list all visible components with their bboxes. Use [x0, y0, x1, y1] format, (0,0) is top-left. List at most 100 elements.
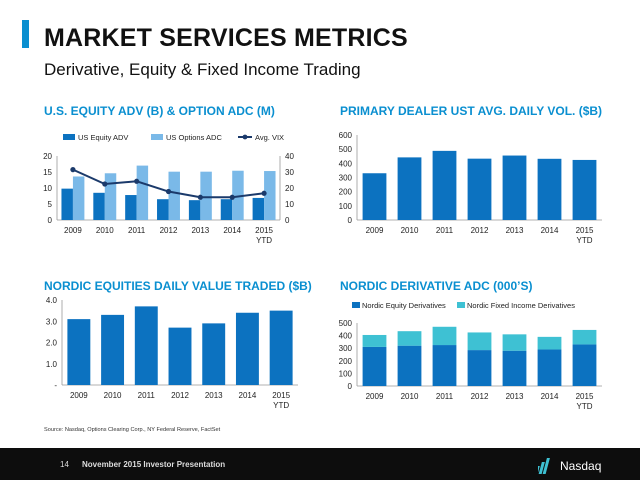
tr-y-tick-label: 500: [339, 145, 353, 154]
logo-wordmark: Nasdaq: [560, 459, 601, 473]
tl-y2-y-tick-label: 40: [285, 152, 294, 161]
br-legend-swatch-equity: [352, 302, 360, 308]
tr-y-tick-label: 0: [348, 216, 353, 225]
br-x-tick-label: 2012: [471, 392, 489, 401]
br-x-tick-label: 2013: [506, 392, 524, 401]
tl-y-tick-label: 10: [43, 184, 52, 193]
bl-bar: [134, 306, 158, 385]
tl-y2-y-tick-label: 30: [285, 168, 294, 177]
tl-y-tick-label: 5: [48, 200, 53, 209]
tl-options-adc-bar: [136, 165, 149, 220]
bl-y-tick-label: 4.0: [46, 296, 58, 305]
tr-bar: [362, 173, 387, 220]
br-legend-label: Nordic Fixed Income Derivatives: [467, 301, 575, 310]
br-fixed-income-derivatives-bar: [467, 332, 492, 351]
tl-vix-point: [261, 190, 267, 196]
bl-y-tick-label: 2.0: [46, 339, 58, 348]
bl-bar: [67, 319, 91, 385]
bl-bar: [202, 323, 226, 385]
bl-bar: [101, 314, 125, 385]
tl-options-adc-bar: [104, 173, 117, 220]
tl-x-tick-label: 2012: [160, 226, 178, 235]
source-note: Source: Nasdaq, Options Clearing Corp., …: [44, 427, 221, 433]
tl-options-adc-bar: [72, 176, 85, 220]
br-y-tick-label: 0: [348, 382, 353, 391]
br-y-tick-label: 400: [339, 332, 353, 341]
nasdaq-logo: Nasdaq: [538, 458, 601, 474]
br-equity-derivatives-bar: [362, 346, 387, 386]
footer-bar: 14 November 2015 Investor Presentation N…: [0, 448, 640, 480]
tl-vix-point: [70, 167, 76, 173]
tl-x-tick-label: 2014: [223, 226, 241, 235]
br-y-tick-label: 200: [339, 357, 353, 366]
tl-x-tick-label: 2015: [255, 226, 273, 235]
title-accent-bar: [22, 20, 29, 48]
tr-x-tick-label: 2012: [471, 226, 489, 235]
br-equity-derivatives-bar: [502, 350, 527, 386]
br-fixed-income-derivatives-bar: [432, 326, 457, 346]
tl-equity-adv-bar: [125, 195, 137, 220]
tr-bar: [397, 157, 422, 220]
tl-legend-swatch-equity: [63, 134, 75, 140]
tl-vix-point: [134, 178, 140, 184]
panel-title-nordic-derivative: NORDIC DERIVATIVE ADC (000’S): [340, 279, 533, 293]
tl-x-tick-label: 2013: [191, 226, 209, 235]
tl-y-tick-label: 15: [43, 168, 52, 177]
tl-legend-label: US Options ADC: [166, 133, 222, 142]
page-subtitle: Derivative, Equity & Fixed Income Tradin…: [44, 60, 361, 79]
bl-y-tick-label: 1.0: [46, 360, 58, 369]
tr-x-tick-label: 2014: [541, 226, 559, 235]
bl-y-tick-label: 3.0: [46, 317, 58, 326]
tl-vix-point: [197, 194, 203, 200]
tl-equity-adv-bar: [220, 199, 233, 220]
tl-y2-y-tick-label: 0: [285, 216, 290, 225]
tl-y-tick-label: 20: [43, 152, 52, 161]
br-legend-swatch-fixed-income: [457, 302, 465, 308]
tl-legend-swatch-options: [151, 134, 163, 140]
br-x-tick-label: 2015: [576, 392, 594, 401]
br-x-tick-label: 2011: [436, 392, 454, 401]
br-y-tick-label: 300: [339, 344, 353, 353]
br-fixed-income-derivatives-bar: [362, 334, 387, 347]
br-fixed-income-derivatives-bar: [397, 331, 422, 346]
tl-vix-point: [165, 188, 172, 195]
bl-x-tick-label: 2009: [70, 391, 88, 400]
bl-x-tick-label: 2011: [138, 391, 156, 400]
tr-bar: [502, 155, 527, 220]
br-legend-label: Nordic Equity Derivatives: [362, 301, 446, 310]
tl-x-tick-label: 2011: [128, 226, 146, 235]
tr-bar: [572, 159, 597, 220]
br-equity-derivatives-bar: [572, 344, 597, 386]
tl-x-tick-label: 2009: [64, 226, 82, 235]
tr-x-tick-label: 2010: [401, 226, 419, 235]
br-x-tick-label: 2009: [366, 392, 384, 401]
tl-legend-label: US Equity ADV: [78, 133, 128, 142]
page-number: 14: [60, 460, 69, 469]
tr-y-tick-label: 300: [339, 174, 353, 183]
panel-title-primary-dealer: PRIMARY DEALER UST AVG. DAILY VOL. ($B): [340, 104, 603, 118]
bl-x-tick-label: 2012: [171, 391, 189, 400]
bl-x-tick-label: 2013: [205, 391, 223, 400]
bl-x-tick-label: 2015: [272, 391, 290, 400]
tl-options-adc-bar: [232, 170, 244, 220]
br-equity-derivatives-bar: [432, 345, 457, 386]
tl-options-adc-bar: [168, 171, 180, 220]
br-x-tick-label: YTD: [577, 402, 593, 411]
tl-equity-adv-bar: [61, 188, 73, 220]
tl-equity-adv-bar: [188, 200, 201, 220]
br-fixed-income-derivatives-bar: [502, 334, 527, 351]
br-fixed-income-derivatives-bar: [537, 336, 562, 350]
tl-x-tick-label: 2010: [96, 226, 114, 235]
tr-x-tick-label: YTD: [577, 236, 593, 245]
tl-y-tick-label: 0: [48, 216, 53, 225]
br-y-tick-label: 500: [339, 319, 353, 328]
tl-options-adc-bar: [200, 171, 212, 220]
tr-bar: [432, 150, 457, 220]
tl-legend-label: Avg. VIX: [255, 133, 284, 142]
tl-equity-adv-bar: [252, 197, 265, 220]
tr-x-tick-label: 2009: [366, 226, 384, 235]
tr-y-tick-label: 100: [339, 202, 353, 211]
